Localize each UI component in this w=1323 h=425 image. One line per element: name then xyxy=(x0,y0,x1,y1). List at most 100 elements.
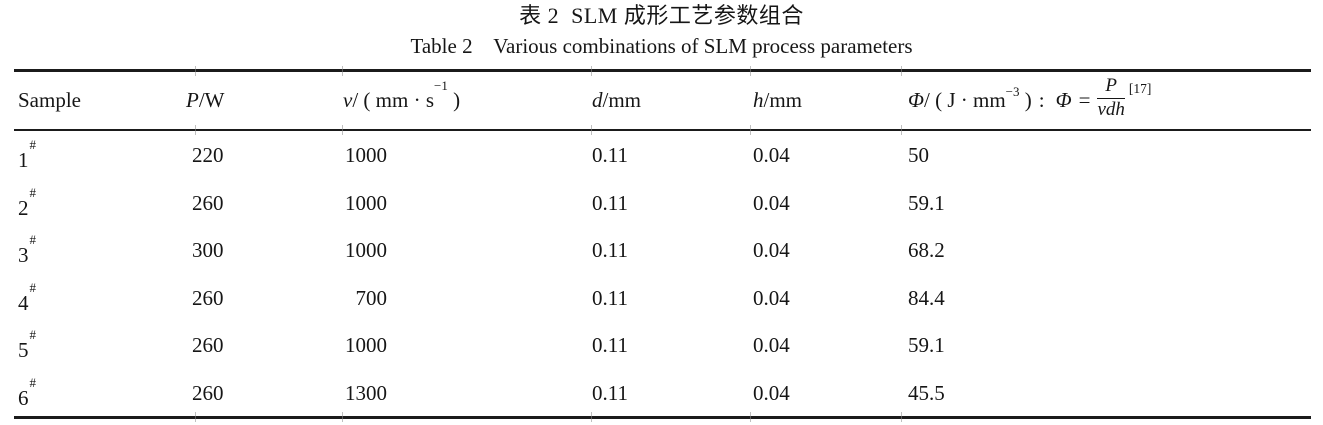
formula-lhs: Φ xyxy=(1055,88,1072,112)
hash-mark: # xyxy=(29,185,37,200)
cell-laser-power: 300 xyxy=(192,238,224,262)
cell-laser-power: 260 xyxy=(192,286,224,310)
sample-number: 6 xyxy=(18,386,29,410)
table-header: Sample P/W v/ ( mm · s−1 ) d/mm h/mm Φ / … xyxy=(0,72,1323,129)
hash-mark: # xyxy=(29,137,37,152)
table-title-chinese: 表 2 SLM 成形工艺参数组合 xyxy=(519,3,804,28)
cell-spot-diameter: 0.11 xyxy=(592,238,628,262)
hash-mark: # xyxy=(29,232,37,247)
column-header-sample: Sample xyxy=(18,88,81,112)
unit-phi-pre: / ( J · mm xyxy=(924,88,1006,112)
cell-hatch-spacing: 0.04 xyxy=(753,238,790,262)
column-seam xyxy=(750,125,751,135)
unit-v-exponent: −1 xyxy=(434,78,448,93)
column-seam xyxy=(591,66,592,76)
table-row: 3# 300 1000 0.11 0.04 68.2 xyxy=(0,226,1323,274)
cell-spot-diameter: 0.11 xyxy=(592,143,628,167)
column-header-h: h/mm xyxy=(753,72,802,129)
table-row: 5# 260 1000 0.11 0.04 59.1 xyxy=(0,321,1323,369)
column-seam xyxy=(195,125,196,135)
column-header-p: P/W xyxy=(186,72,224,129)
cell-sample: 2# xyxy=(18,179,37,232)
cell-scan-speed: 1000 xyxy=(345,333,387,357)
cell-energy-density: 50 xyxy=(908,143,929,167)
column-seam xyxy=(342,125,343,135)
cell-hatch-spacing: 0.04 xyxy=(753,143,790,167)
unit-d: /mm xyxy=(602,88,642,112)
cell-energy-density: 84.4 xyxy=(908,286,945,310)
cell-sample: 4# xyxy=(18,274,37,327)
cell-laser-power: 260 xyxy=(192,191,224,215)
cell-spot-diameter: 0.11 xyxy=(592,333,628,357)
unit-phi-post: ) xyxy=(1019,88,1032,112)
table-row: 6# 260 1300 0.11 0.04 45.5 xyxy=(0,369,1323,417)
hash-mark: # xyxy=(29,280,37,295)
cell-laser-power: 260 xyxy=(192,381,224,405)
fraction-denominator: vdh xyxy=(1097,99,1125,120)
cell-sample: 6# xyxy=(18,369,37,422)
cell-spot-diameter: 0.11 xyxy=(592,381,628,405)
cell-energy-density: 68.2 xyxy=(908,238,945,262)
cell-energy-density: 59.1 xyxy=(908,333,945,357)
unit-v-post: ) xyxy=(447,88,461,112)
cell-spot-diameter: 0.11 xyxy=(592,286,628,310)
sample-number: 2 xyxy=(18,196,29,220)
cell-hatch-spacing: 0.04 xyxy=(753,286,790,310)
cell-energy-density: 59.1 xyxy=(908,191,945,215)
column-seam xyxy=(591,125,592,135)
table-row: 4# 260 700 0.11 0.04 84.4 xyxy=(0,274,1323,322)
column-seam xyxy=(591,412,592,422)
equals-sign: = xyxy=(1078,88,1091,112)
cell-scan-speed: 1300 xyxy=(345,381,387,405)
hash-mark: # xyxy=(29,375,37,390)
colon-separator: : xyxy=(1038,88,1045,112)
column-seam xyxy=(195,412,196,422)
column-seam xyxy=(195,66,196,76)
column-seam xyxy=(342,412,343,422)
cell-scan-speed: 1000 xyxy=(345,238,387,262)
table-title-english: Table 2 Various combinations of SLM proc… xyxy=(410,34,913,58)
cell-sample: 1# xyxy=(18,131,37,184)
sample-number: 4 xyxy=(18,291,29,315)
cell-scan-speed: 1000 xyxy=(345,143,387,167)
column-seam xyxy=(901,125,902,135)
column-seam xyxy=(750,412,751,422)
sample-number: 5 xyxy=(18,338,29,362)
hash-mark: # xyxy=(29,327,37,342)
table-bottom-rule xyxy=(14,416,1311,419)
cell-laser-power: 220 xyxy=(192,143,224,167)
variable-phi: Φ xyxy=(908,88,924,112)
column-seam xyxy=(901,66,902,76)
cell-spot-diameter: 0.11 xyxy=(592,191,628,215)
table-row: 2# 260 1000 0.11 0.04 59.1 xyxy=(0,179,1323,227)
variable-p: P xyxy=(186,88,199,112)
column-seam xyxy=(342,66,343,76)
cell-hatch-spacing: 0.04 xyxy=(753,333,790,357)
sample-number: 3 xyxy=(18,243,29,267)
table-header-rule xyxy=(14,129,1311,131)
cell-scan-speed: 1000 xyxy=(345,191,387,215)
column-header-d: d/mm xyxy=(592,72,641,129)
cell-sample: 5# xyxy=(18,321,37,374)
variable-v: v xyxy=(343,88,353,112)
cell-energy-density: 45.5 xyxy=(908,381,945,405)
table-top-rule xyxy=(14,69,1311,72)
column-header-v: v/ ( mm · s−1 ) xyxy=(343,72,460,129)
citation-ref: [17] xyxy=(1128,80,1152,96)
column-seam xyxy=(901,412,902,422)
column-seam xyxy=(750,66,751,76)
cell-hatch-spacing: 0.04 xyxy=(753,381,790,405)
variable-d: d xyxy=(592,88,603,112)
cell-sample: 3# xyxy=(18,226,37,279)
unit-v-pre: / ( mm · s xyxy=(352,88,434,112)
cell-hatch-spacing: 0.04 xyxy=(753,191,790,215)
table-row: 1# 220 1000 0.11 0.04 50 xyxy=(0,131,1323,179)
unit-h: /mm xyxy=(763,88,803,112)
cell-laser-power: 260 xyxy=(192,333,224,357)
sample-number: 1 xyxy=(18,148,29,172)
variable-h: h xyxy=(753,88,764,112)
unit-p: /W xyxy=(198,88,225,112)
